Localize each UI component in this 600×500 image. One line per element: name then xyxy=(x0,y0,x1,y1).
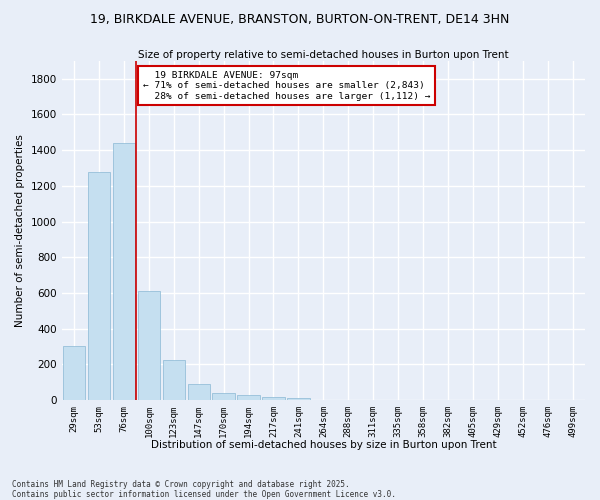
Bar xyxy=(113,143,135,400)
Bar xyxy=(188,384,210,400)
Bar xyxy=(137,291,160,400)
Y-axis label: Number of semi-detached properties: Number of semi-detached properties xyxy=(15,134,25,327)
Bar xyxy=(212,394,235,400)
X-axis label: Distribution of semi-detached houses by size in Burton upon Trent: Distribution of semi-detached houses by … xyxy=(151,440,496,450)
Bar xyxy=(63,346,85,400)
Bar xyxy=(287,398,310,400)
Bar xyxy=(88,172,110,400)
Text: 19, BIRKDALE AVENUE, BRANSTON, BURTON-ON-TRENT, DE14 3HN: 19, BIRKDALE AVENUE, BRANSTON, BURTON-ON… xyxy=(91,12,509,26)
Bar xyxy=(262,396,285,400)
Bar xyxy=(163,360,185,400)
Title: Size of property relative to semi-detached houses in Burton upon Trent: Size of property relative to semi-detach… xyxy=(138,50,509,60)
Bar xyxy=(238,395,260,400)
Text: 19 BIRKDALE AVENUE: 97sqm
← 71% of semi-detached houses are smaller (2,843)
  28: 19 BIRKDALE AVENUE: 97sqm ← 71% of semi-… xyxy=(143,71,430,101)
Text: Contains HM Land Registry data © Crown copyright and database right 2025.
Contai: Contains HM Land Registry data © Crown c… xyxy=(12,480,396,499)
